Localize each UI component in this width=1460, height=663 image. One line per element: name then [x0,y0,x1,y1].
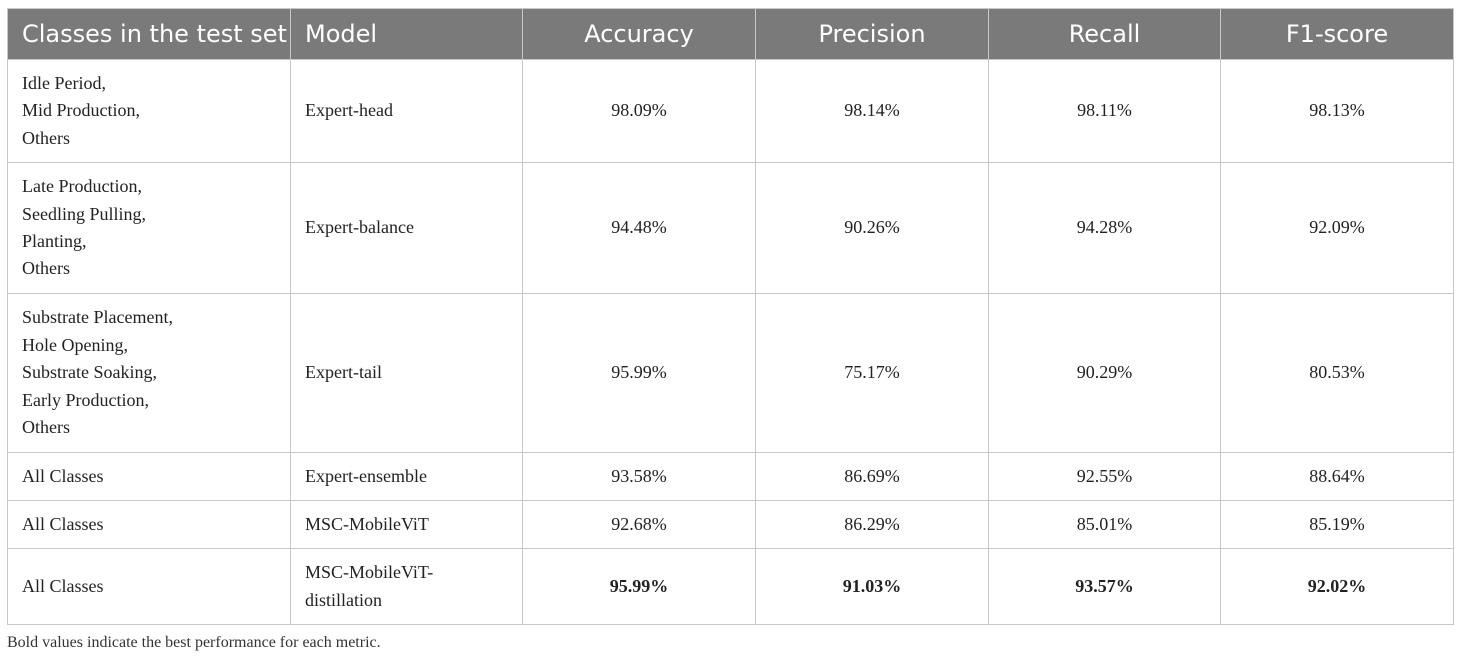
precision-cell: 98.14% [755,59,989,163]
f1-cell: 92.09% [1220,162,1454,294]
model-cell: Expert-tail [290,293,523,453]
class-name: All Classes [22,465,104,486]
table-footnote: Bold values indicate the best performanc… [7,634,381,651]
header-f1-score: F1-score [1220,8,1454,60]
header-classes: Classes in the test set [7,8,291,60]
precision-cell: 90.26% [755,162,989,294]
table-row: All Classes Expert-ensemble 93.58% 86.69… [7,452,1454,501]
model-cell: MSC-MobileViT- distillation [290,548,523,625]
table-header-row: Classes in the test set Model Accuracy P… [7,8,1454,60]
class-name: All Classes [22,513,104,534]
classes-cell: Late Production, Seedling Pulling, Plant… [7,162,291,294]
classes-cell: All Classes [7,500,291,549]
class-name: Seedling Pulling, [22,203,147,224]
class-name: Hole Opening, [22,334,128,355]
classes-cell: Idle Period, Mid Production, Others [7,59,291,163]
class-name: Planting, [22,231,87,251]
precision-cell: 86.69% [755,452,989,501]
accuracy-cell: 93.58% [522,452,756,501]
class-name: Others [22,417,70,438]
model-cell: Expert-head [290,59,523,163]
class-name: Idle Period, [22,72,106,93]
recall-cell: 98.11% [988,59,1221,163]
recall-cell: 90.29% [988,293,1221,453]
precision-cell: 91.03% [755,548,989,625]
class-name: Late Production, [22,176,142,197]
recall-cell: 92.55% [988,452,1221,501]
table-row: Late Production, Seedling Pulling, Plant… [7,162,1454,294]
f1-cell: 80.53% [1220,293,1454,453]
precision-cell: 86.29% [755,500,989,549]
classes-cell: All Classes [7,452,291,501]
model-cell: Expert-balance [290,162,523,294]
recall-cell: 94.28% [988,162,1221,294]
model-cell: Expert-ensemble [290,452,523,501]
model-name-line: distillation [305,589,383,610]
header-precision: Precision [755,8,989,60]
header-model: Model [290,8,523,60]
accuracy-cell: 98.09% [522,59,756,163]
header-recall: Recall [988,8,1221,60]
results-table: Classes in the test set Model Accuracy P… [7,8,1454,625]
results-table-container: Classes in the test set Model Accuracy P… [7,8,1454,625]
classes-cell: All Classes [7,548,291,625]
class-name: Early Production, [22,389,149,410]
recall-cell: 93.57% [988,548,1221,625]
f1-cell: 88.64% [1220,452,1454,501]
accuracy-cell: 92.68% [522,500,756,549]
model-cell: MSC-MobileViT [290,500,523,549]
table-row: All Classes MSC-MobileViT- distillation … [7,548,1454,625]
class-name: All Classes [22,575,104,596]
model-name-line: MSC-MobileViT- [305,562,434,583]
precision-cell: 75.17% [755,293,989,453]
class-name: Mid Production, [22,100,141,121]
header-accuracy: Accuracy [522,8,756,60]
table-row: Idle Period, Mid Production, Others Expe… [7,59,1454,163]
class-name: Others [22,127,70,148]
class-name: Substrate Placement, [22,307,173,328]
recall-cell: 85.01% [988,500,1221,549]
accuracy-cell: 95.99% [522,293,756,453]
classes-cell: Substrate Placement, Hole Opening, Subst… [7,293,291,453]
f1-cell: 98.13% [1220,59,1454,163]
class-name: Substrate Soaking, [22,362,157,383]
f1-cell: 92.02% [1220,548,1454,625]
accuracy-cell: 95.99% [522,548,756,625]
table-row: All Classes MSC-MobileViT 92.68% 86.29% … [7,500,1454,549]
f1-cell: 85.19% [1220,500,1454,549]
accuracy-cell: 94.48% [522,162,756,294]
table-row: Substrate Placement, Hole Opening, Subst… [7,293,1454,453]
class-name: Others [22,258,70,279]
